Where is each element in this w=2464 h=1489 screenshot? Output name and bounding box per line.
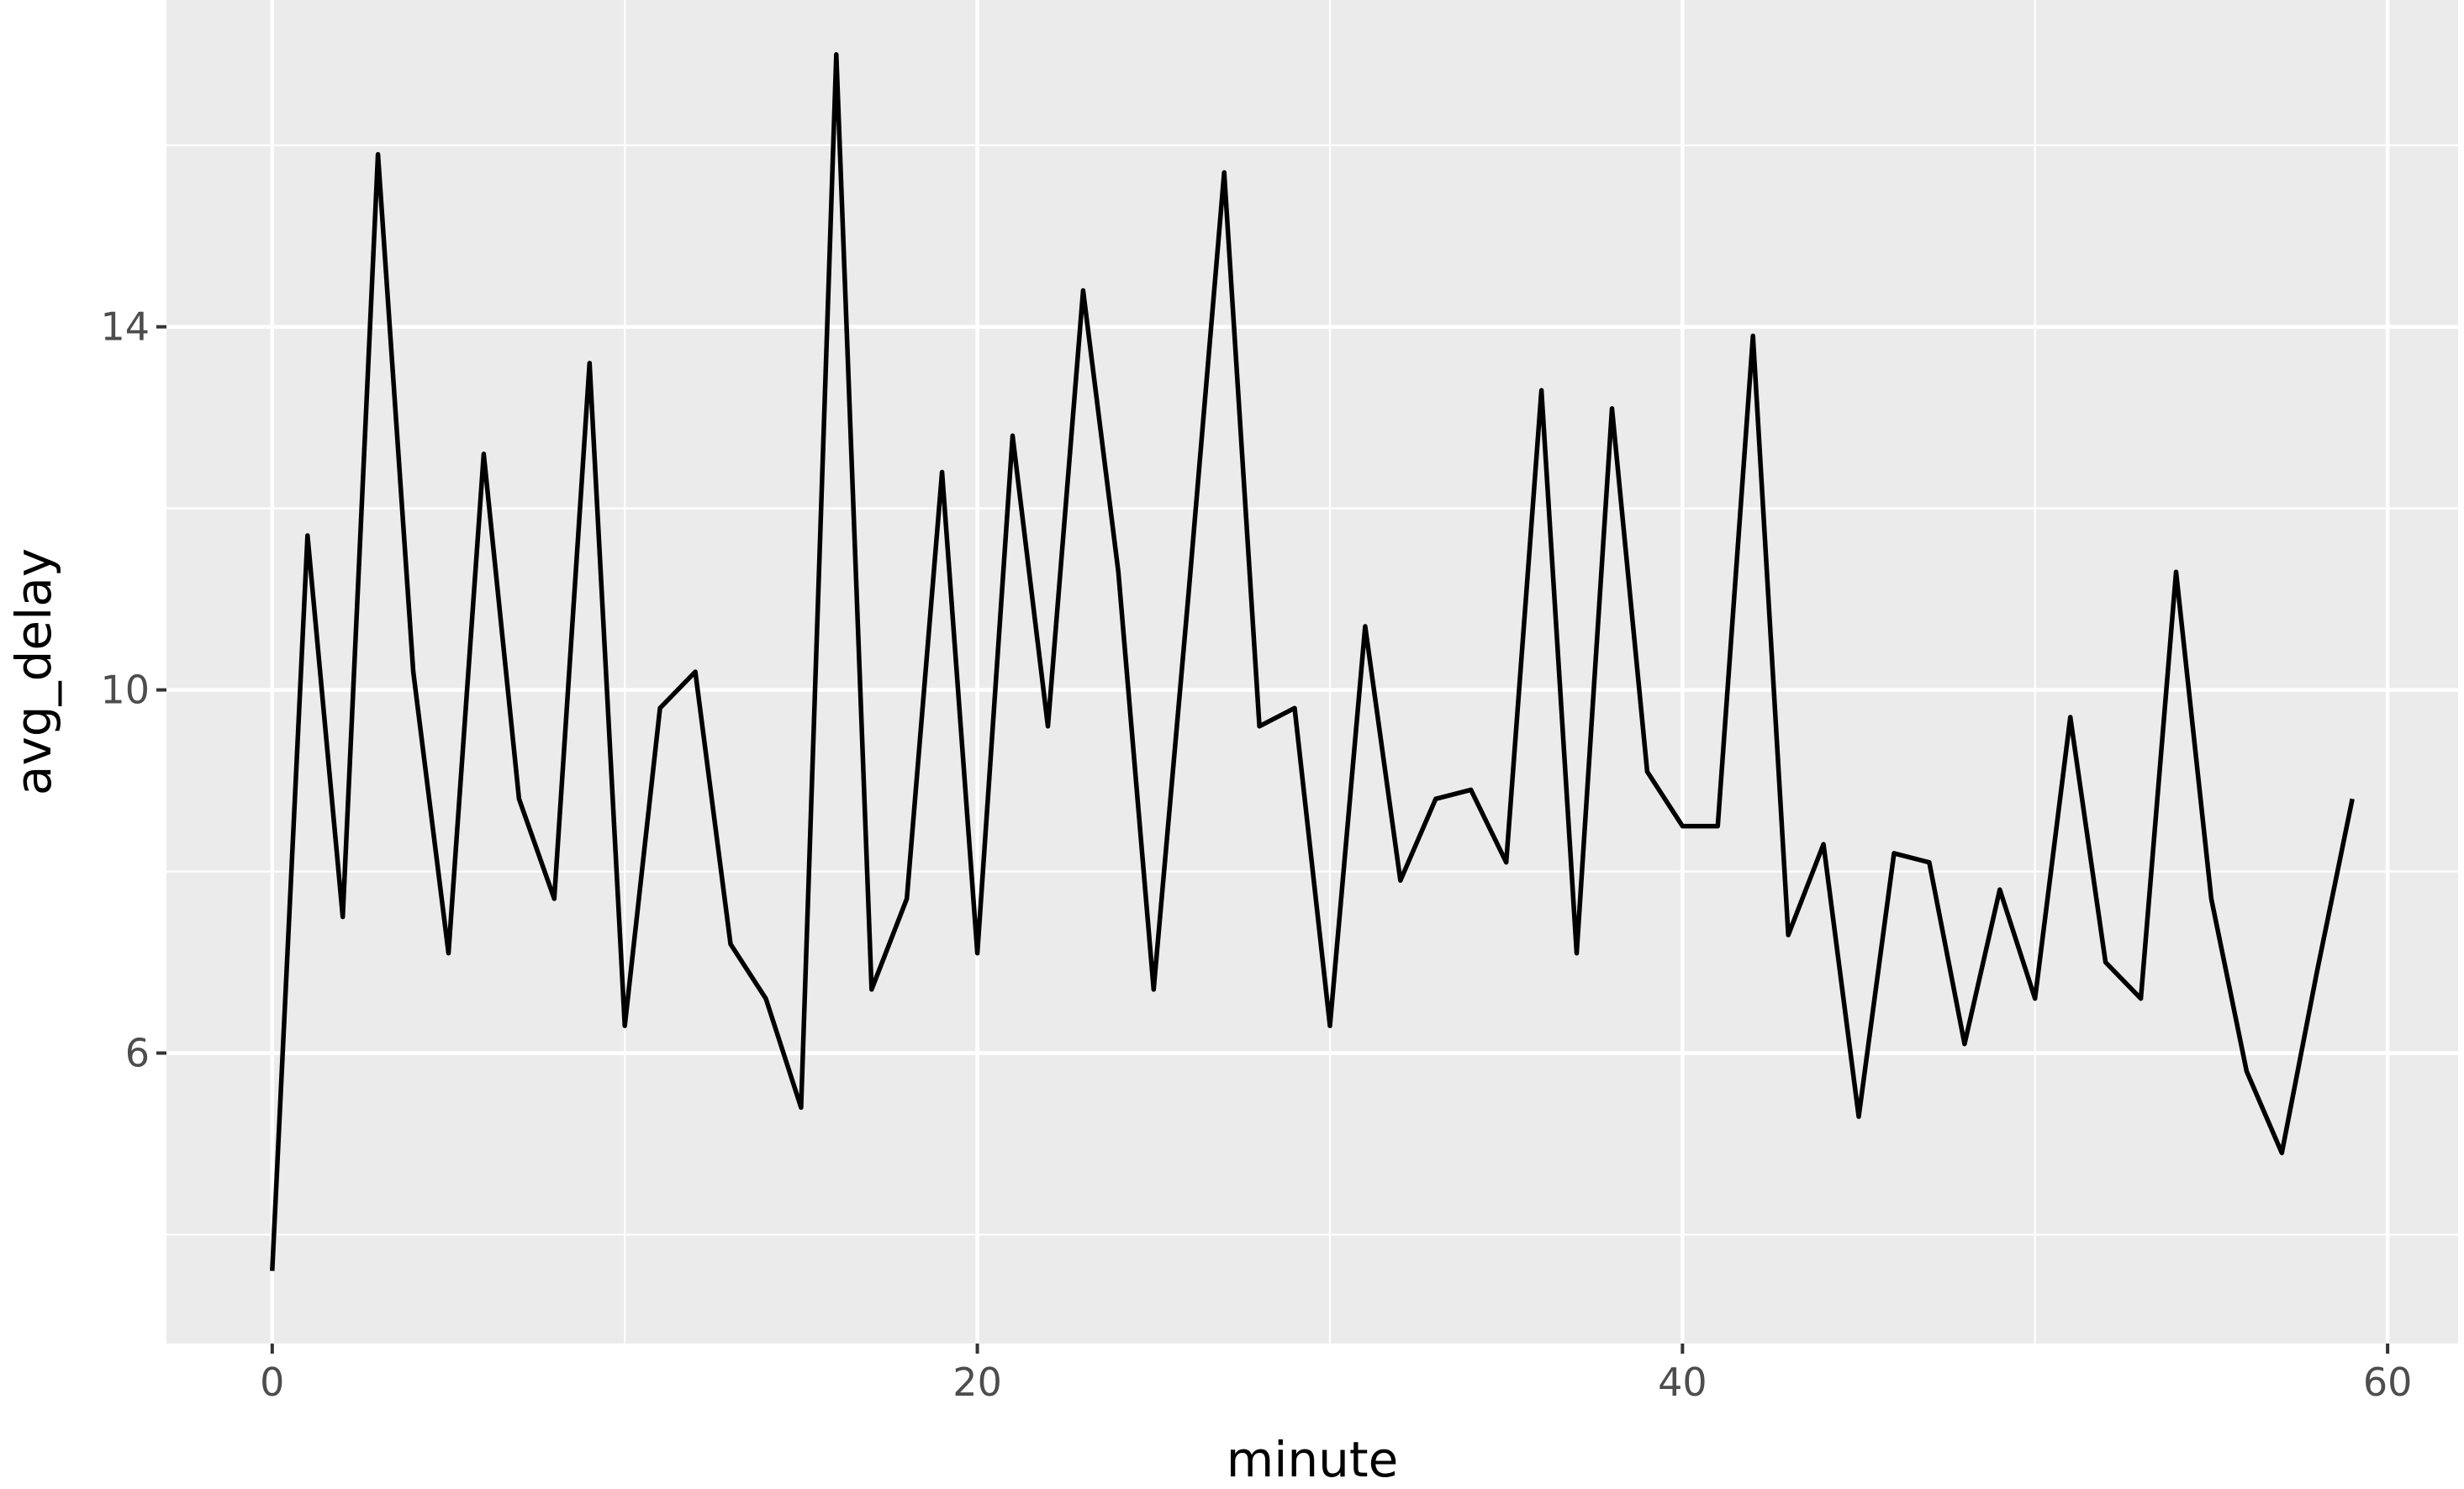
- y-axis-title: avg_delay: [5, 548, 62, 795]
- series-line: [270, 52, 2355, 1271]
- x-tick-label: 60: [2363, 1360, 2413, 1405]
- y-tick-label: 14: [100, 304, 150, 350]
- x-tick-label: 40: [1658, 1360, 1707, 1405]
- gridlines: [166, 0, 2458, 1344]
- data-series-layer: [270, 52, 2355, 1271]
- x-tick-label: 20: [952, 1360, 1002, 1405]
- y-tick-label: 6: [125, 1030, 150, 1075]
- axis-ticks: 0 20 40 60 6 10 14: [100, 304, 2412, 1405]
- plot-panel: [166, 0, 2458, 1344]
- x-axis-title: minute: [1227, 1431, 1399, 1488]
- y-tick-label: 10: [100, 668, 150, 713]
- x-tick-label: 0: [260, 1360, 284, 1405]
